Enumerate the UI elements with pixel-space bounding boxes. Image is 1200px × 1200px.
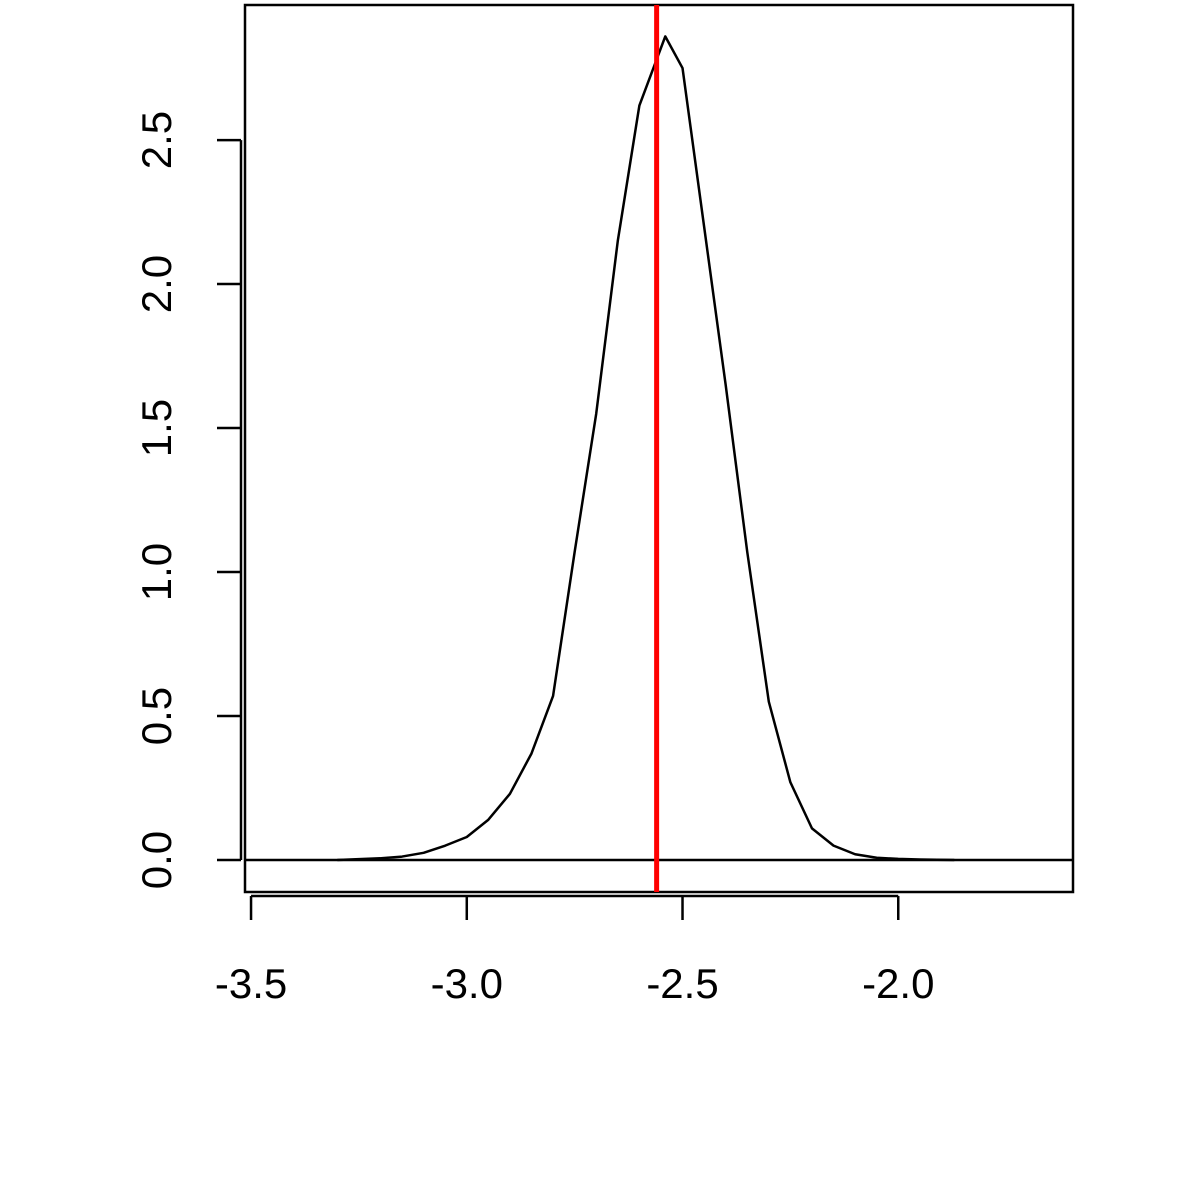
y-tick-label: 0.5 [133,687,180,745]
density-line [337,35,955,862]
y-tick-label: 2.0 [133,255,180,313]
y-tick-label: 1.5 [133,399,180,457]
x-tick-label: -3.0 [431,960,503,1007]
y-tick-label: 0.0 [133,831,180,889]
x-tick-label: -2.5 [646,960,718,1007]
y-tick-label: 1.0 [133,543,180,601]
x-tick-label: -3.5 [215,960,287,1007]
x-tick-label: -2.0 [862,960,934,1007]
y-tick-label: 2.5 [133,111,180,169]
